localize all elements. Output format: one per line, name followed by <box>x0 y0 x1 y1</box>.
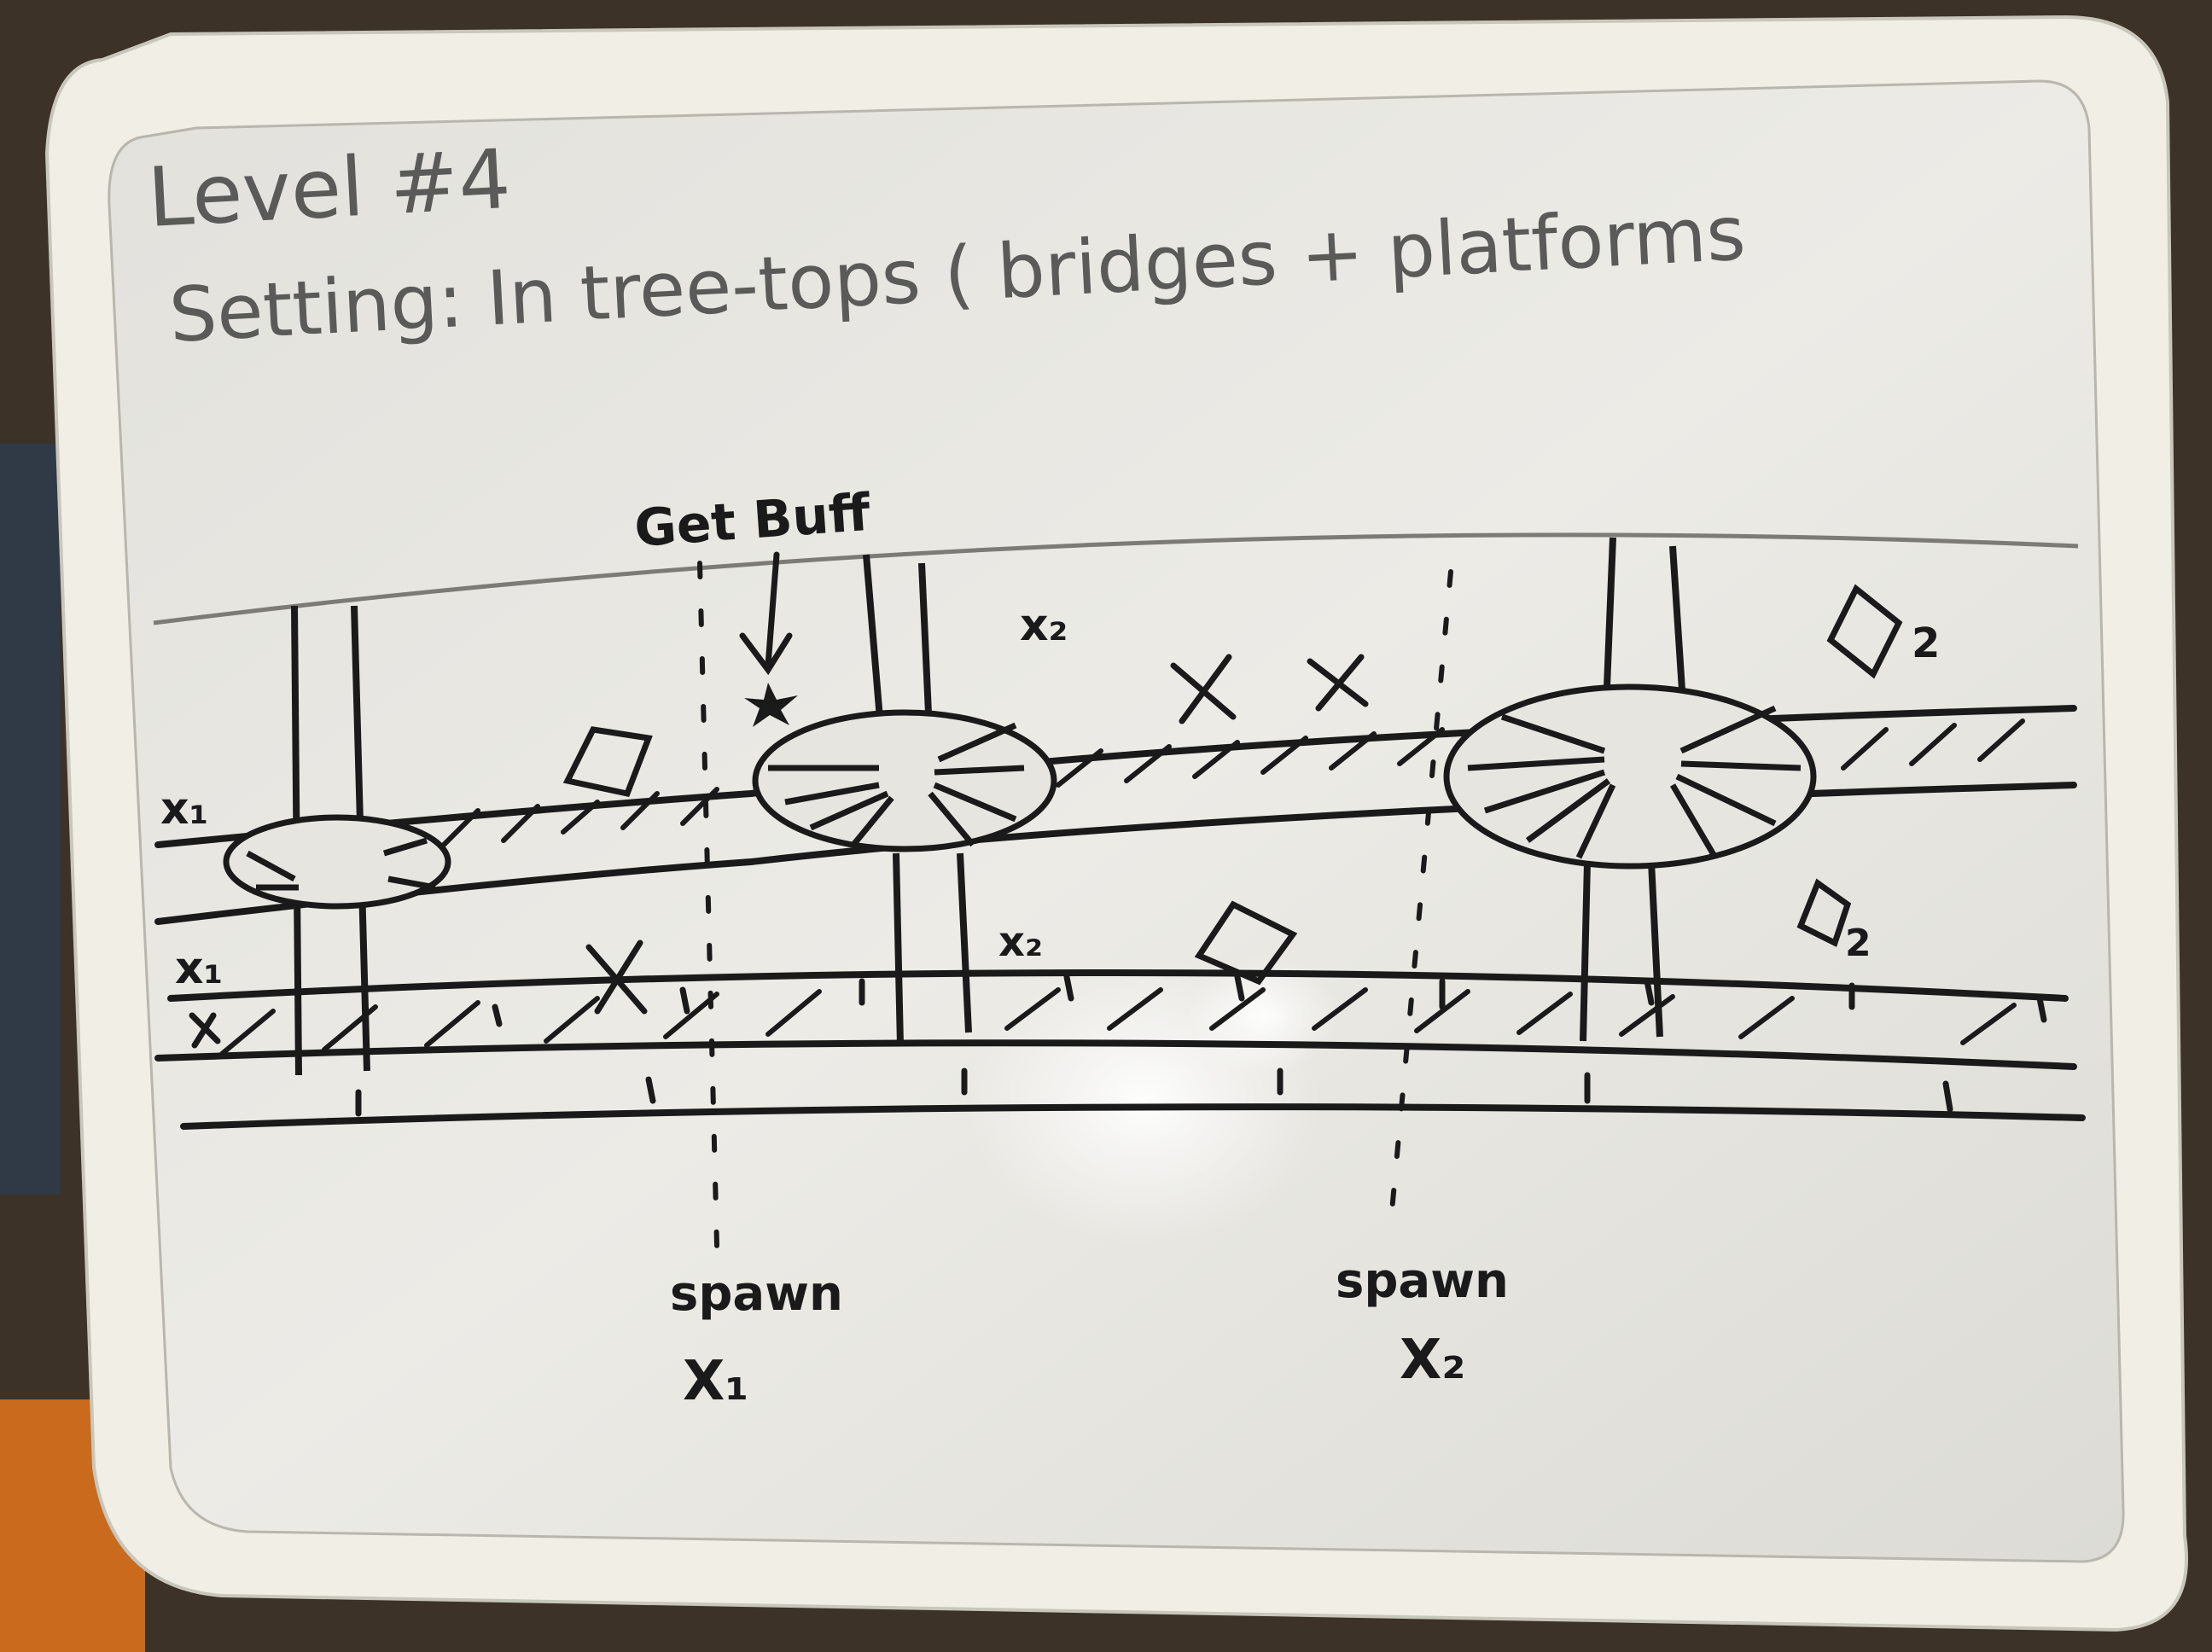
get-buff-arrow <box>739 551 793 676</box>
faded-guide-line <box>153 532 2079 625</box>
spawn-label-left: spawn <box>670 1266 843 1322</box>
label-box2-lower: 2 <box>1845 922 1871 965</box>
label-x1-upper: x₁ <box>160 783 208 835</box>
buff-star-icon <box>744 683 798 727</box>
spawn-id-left: X₁ <box>683 1350 748 1413</box>
level-title: Level #4 <box>145 131 513 246</box>
label-box2-upper: 2 <box>1912 620 1940 667</box>
enemy-markers <box>189 654 1369 1049</box>
lower-bridge <box>154 969 2086 1130</box>
left-clutter <box>0 444 60 1195</box>
platform-left <box>223 814 451 910</box>
spawn-id-right: X₂ <box>1400 1329 1465 1392</box>
label-x1-lower: x₁ <box>175 943 223 994</box>
label-x2-middle: x₂ <box>998 918 1043 966</box>
platform-middle <box>752 709 1057 852</box>
whiteboard-surface <box>108 79 2125 1563</box>
label-x2-upper: x₂ <box>1020 600 1068 651</box>
pickup-boxes <box>562 584 1903 986</box>
spawn-label-right: spawn <box>1336 1254 1509 1309</box>
spawn-guides <box>697 561 1453 1248</box>
platform-right <box>1443 683 1817 870</box>
